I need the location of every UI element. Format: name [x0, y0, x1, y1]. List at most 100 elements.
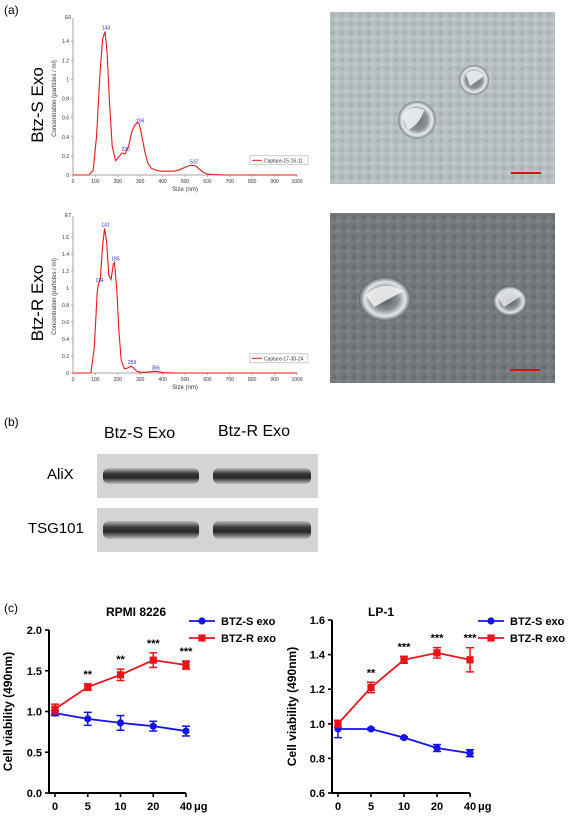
y-tick-label: 0.6 — [62, 116, 69, 122]
y-axis-title: Cell viability (490nm) — [285, 647, 299, 766]
legend-label: BTZ-S exo — [510, 616, 565, 628]
wb-blot-alix — [97, 454, 318, 498]
y-tick-label: 1.6 — [62, 235, 69, 241]
legend-label: BTZ-R exo — [510, 633, 565, 645]
x-tick-label: 20 — [147, 801, 159, 813]
legend-box — [249, 353, 309, 364]
wb-header-btz-r: Btz-R Exo — [218, 423, 291, 440]
wb-header-btz-s: Btz-S Exo — [104, 425, 176, 442]
scale-bar — [510, 369, 540, 371]
significance-marker: *** — [431, 633, 445, 645]
x-tick-label: 200 — [114, 377, 123, 383]
data-point — [182, 661, 190, 669]
y-axis-title: Concentration (particles / ml) — [52, 258, 58, 335]
y-tick-label: 0.2 — [62, 354, 69, 360]
data-point — [149, 656, 157, 664]
x-tick-label: 300 — [136, 179, 145, 185]
x-tick-label: 600 — [203, 377, 212, 383]
legend-swatch-marker — [198, 617, 206, 625]
x-tick-label: 0 — [335, 801, 341, 813]
tem-micrograph — [330, 213, 555, 383]
peak-label: 259 — [128, 360, 137, 366]
band-alix-btz-r — [213, 468, 311, 484]
x-tick-label: 1000 — [291, 179, 302, 185]
x-tick-label: 1000 — [291, 377, 302, 383]
panel-letter-c: (c) — [4, 601, 18, 615]
x-axis-title: Size (nm) — [172, 385, 198, 391]
multiplier-label: E6 — [65, 15, 71, 21]
x-axis-title: Size (nm) — [172, 187, 198, 193]
band-alix-btz-s — [103, 468, 199, 484]
panel-letter-a: (a) — [4, 3, 19, 17]
y-tick-label: 0.6 — [310, 788, 325, 800]
y-tick-label: 0 — [66, 173, 69, 179]
y-tick-label: 1.2 — [62, 269, 69, 275]
x-tick-label: 800 — [248, 377, 257, 383]
x-tick-label: 0 — [52, 801, 58, 813]
data-point — [400, 734, 408, 742]
x-tick-label: 10 — [114, 801, 126, 813]
data-point — [400, 656, 408, 664]
row-label-btz-s: Btz-S Exo — [28, 67, 47, 143]
series-line-btz-r — [54, 659, 187, 710]
y-tick-label: 1.4 — [310, 650, 326, 662]
x-tick-label: 700 — [226, 179, 235, 185]
y-tick-label: 0.2 — [62, 154, 69, 160]
x-tick-label: 800 — [248, 179, 257, 185]
x-tick-label: 10 — [398, 801, 410, 813]
peak-label: 230 — [121, 147, 130, 153]
y-tick-label: 0.6 — [62, 320, 69, 326]
x-tick-label: 400 — [158, 377, 167, 383]
y-tick-label: 1 — [66, 286, 69, 292]
peak-label: 143 — [102, 26, 111, 32]
data-point — [367, 683, 375, 692]
y-tick-label: 1.4 — [62, 252, 69, 258]
x-tick-label: 100 — [91, 179, 100, 185]
tem-image-btz-r — [330, 213, 555, 383]
nta-chart-btz-r: 0 0.2 0.4 0.6 0.8 1 1.2 1.4 1.6 0 100 200 300 400 500 6… — [52, 213, 309, 391]
y-tick-label: 0.5 — [27, 747, 42, 759]
x-tick-label: 400 — [158, 179, 167, 185]
significance-marker: *** — [147, 638, 161, 650]
x-tick-label: 500 — [181, 179, 190, 185]
x-tick-label: 100 — [91, 377, 100, 383]
viability-chart-lp1: 0.6 0.8 1.0 1.2 1.4 1.6 0 5 10 20 40 μg LP-1 Cell via… — [285, 605, 565, 813]
data-point — [433, 649, 441, 657]
significance-marker: ** — [367, 667, 376, 679]
y-tick-label: 1.2 — [62, 58, 69, 64]
x-tick-label: 900 — [270, 179, 279, 185]
y-tick-label: 0.8 — [62, 303, 69, 309]
multiplier-label: E7 — [65, 213, 71, 219]
significance-marker: *** — [398, 641, 412, 653]
x-tick-label: 600 — [203, 179, 212, 185]
data-point — [51, 705, 59, 713]
legend-label: BTZ-R exo — [221, 633, 276, 645]
significance-marker: *** — [180, 646, 194, 658]
significance-marker: ** — [116, 654, 125, 666]
wb-label-alix: AliX — [47, 466, 74, 483]
chart-title: LP-1 — [368, 605, 394, 619]
scale-bar — [511, 172, 541, 174]
data-point — [84, 715, 92, 723]
significance-marker: ** — [83, 669, 92, 681]
x-tick-label: 20 — [431, 801, 443, 813]
y-tick-label: 1.4 — [62, 39, 69, 45]
x-tick-label: 5 — [368, 801, 374, 813]
y-tick-label: 1.6 — [310, 615, 325, 627]
y-tick-label: 0 — [66, 371, 69, 377]
peak-label: 141 — [101, 223, 110, 229]
nta-chart-btz-s: 0 0.2 0.4 0.6 0.8 1 1.2 1.4 0 100 200 300 400 500 600 7… — [52, 15, 309, 193]
x-tick-label: 40 — [180, 801, 192, 813]
x-tick-label: 200 — [114, 179, 123, 185]
data-point — [466, 656, 474, 664]
x-tick-label: 0 — [72, 377, 75, 383]
tem-image-btz-s — [330, 12, 555, 184]
wb-label-tsg101: TSG101 — [28, 520, 84, 537]
panel-letter-b: (b) — [4, 415, 19, 429]
y-tick-label: 1.0 — [27, 707, 42, 719]
x-axis-unit: μg — [478, 801, 491, 813]
x-tick-label: 40 — [464, 801, 476, 813]
y-tick-label: 1.5 — [27, 666, 42, 678]
y-tick-label: 0.8 — [310, 753, 325, 765]
band-tsg101-btz-r — [213, 521, 311, 539]
